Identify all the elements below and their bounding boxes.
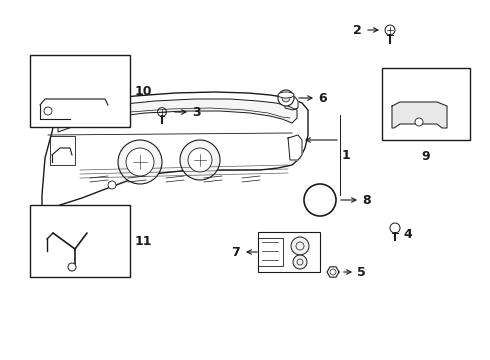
Circle shape — [180, 140, 220, 180]
Text: 4: 4 — [403, 228, 412, 240]
Polygon shape — [42, 92, 308, 215]
Polygon shape — [392, 102, 447, 128]
Circle shape — [420, 80, 428, 88]
Bar — [382, 68, 470, 140]
Circle shape — [158, 108, 167, 116]
Circle shape — [390, 223, 400, 233]
Circle shape — [278, 90, 294, 106]
Circle shape — [118, 140, 162, 184]
Text: 10: 10 — [135, 85, 152, 98]
Text: 11: 11 — [135, 234, 152, 248]
Bar — [30, 205, 130, 277]
Circle shape — [293, 255, 307, 269]
Text: 7: 7 — [231, 246, 240, 258]
Circle shape — [68, 263, 76, 271]
Circle shape — [291, 237, 309, 255]
Circle shape — [188, 148, 212, 172]
Circle shape — [126, 148, 154, 176]
Circle shape — [415, 118, 423, 126]
Bar — [258, 238, 283, 266]
Text: 3: 3 — [192, 105, 200, 118]
Circle shape — [108, 181, 116, 189]
Text: 9: 9 — [422, 150, 430, 163]
Circle shape — [385, 25, 395, 35]
Text: 6: 6 — [318, 91, 327, 104]
Circle shape — [89, 258, 95, 264]
Circle shape — [392, 80, 400, 88]
Polygon shape — [285, 97, 298, 110]
Circle shape — [98, 223, 106, 231]
Polygon shape — [58, 99, 297, 132]
Bar — [258, 232, 320, 272]
Text: 8: 8 — [362, 194, 370, 207]
Ellipse shape — [278, 92, 294, 98]
Circle shape — [78, 71, 86, 79]
Circle shape — [44, 107, 52, 115]
Circle shape — [44, 71, 52, 79]
Circle shape — [282, 94, 290, 102]
Polygon shape — [327, 267, 339, 277]
Polygon shape — [288, 135, 302, 160]
Bar — [30, 55, 130, 127]
Text: 2: 2 — [353, 23, 362, 36]
Text: 5: 5 — [357, 266, 366, 279]
Text: 1: 1 — [342, 149, 351, 162]
